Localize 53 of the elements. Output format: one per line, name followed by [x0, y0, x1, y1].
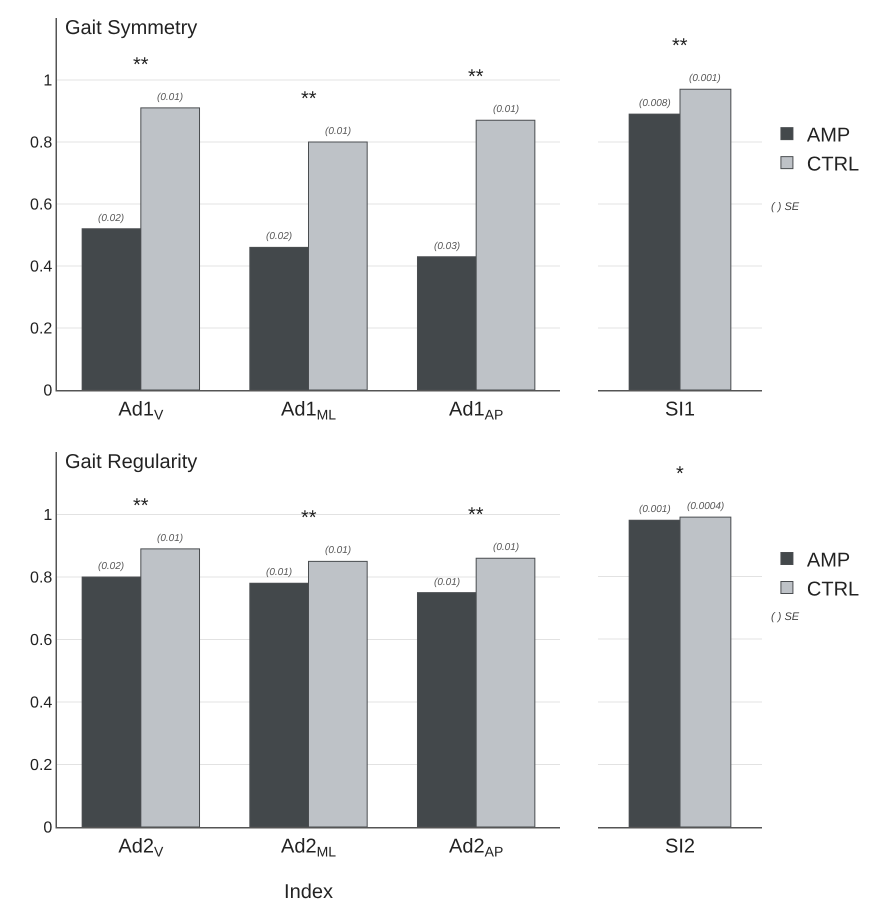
- y-tick-label: 0.8: [30, 570, 52, 587]
- chart-title: Gait Regularity: [65, 451, 198, 473]
- x-tick-label: Ad1$_{AP}$: [449, 398, 504, 423]
- annotation: (0.001): [639, 504, 671, 515]
- x-tick-label: Ad1$_{V}$: [118, 398, 164, 423]
- annotation: (0.01): [493, 542, 520, 553]
- annotation: (0.03): [434, 241, 460, 252]
- annotation: (0.01): [325, 126, 352, 137]
- y-tick-label: 0.8: [30, 134, 52, 152]
- annotation: (0.02): [266, 231, 292, 242]
- legend-label: AMP: [806, 549, 850, 572]
- y-tick-label: 0: [43, 820, 52, 837]
- x-axis-title: Index: [284, 880, 333, 903]
- x-tick-label: Ad2$_{V}$: [118, 836, 164, 860]
- annotation: (0.01): [157, 533, 184, 544]
- annotation: **: [301, 507, 317, 529]
- text: ( ) SE: [771, 201, 800, 213]
- y-tick-label: 0.2: [30, 320, 52, 338]
- annotation: (0.0004): [687, 501, 724, 512]
- x-tick-label: SI1: [664, 398, 696, 420]
- text: ( ) SE: [771, 611, 800, 623]
- y-tick-label: 0.6: [30, 196, 52, 214]
- legend-label: CTRL: [806, 578, 860, 600]
- annotation: (0.01): [157, 92, 184, 103]
- y-tick-label: 1: [43, 507, 52, 524]
- annotation: (0.01): [493, 104, 520, 115]
- annotation: **: [468, 66, 484, 88]
- text: **: [672, 35, 688, 57]
- legend-label: CTRL: [806, 153, 860, 176]
- text: *: [676, 463, 684, 485]
- annotation: **: [133, 54, 149, 76]
- y-tick-label: 0.4: [30, 258, 52, 276]
- annotation: (0.01): [325, 545, 352, 556]
- legend-label: AMP: [806, 124, 850, 146]
- x-tick-label: SI2: [664, 836, 696, 858]
- annotation: (0.02): [98, 213, 124, 224]
- annotation: (0.01): [266, 567, 292, 578]
- x-tick-label: Ad1$_{ML}$: [280, 398, 336, 423]
- y-tick-label: 1: [43, 72, 52, 90]
- annotation: **: [301, 88, 317, 110]
- annotation: (0.01): [434, 577, 460, 588]
- annotation: **: [468, 504, 484, 526]
- y-tick-label: 0.4: [30, 694, 52, 712]
- chart-title: Gait Symmetry: [65, 17, 198, 39]
- x-tick-label: Ad2$_{AP}$: [449, 836, 504, 860]
- y-tick-label: 0: [43, 382, 52, 400]
- annotation: **: [133, 495, 149, 517]
- x-tick-label: Ad2$_{ML}$: [280, 836, 336, 860]
- annotation: (0.008): [639, 98, 671, 109]
- y-tick-label: 0.6: [30, 632, 52, 650]
- y-tick-label: 0.2: [30, 757, 52, 774]
- annotation: (0.02): [98, 561, 124, 572]
- annotation: (0.001): [689, 73, 721, 84]
